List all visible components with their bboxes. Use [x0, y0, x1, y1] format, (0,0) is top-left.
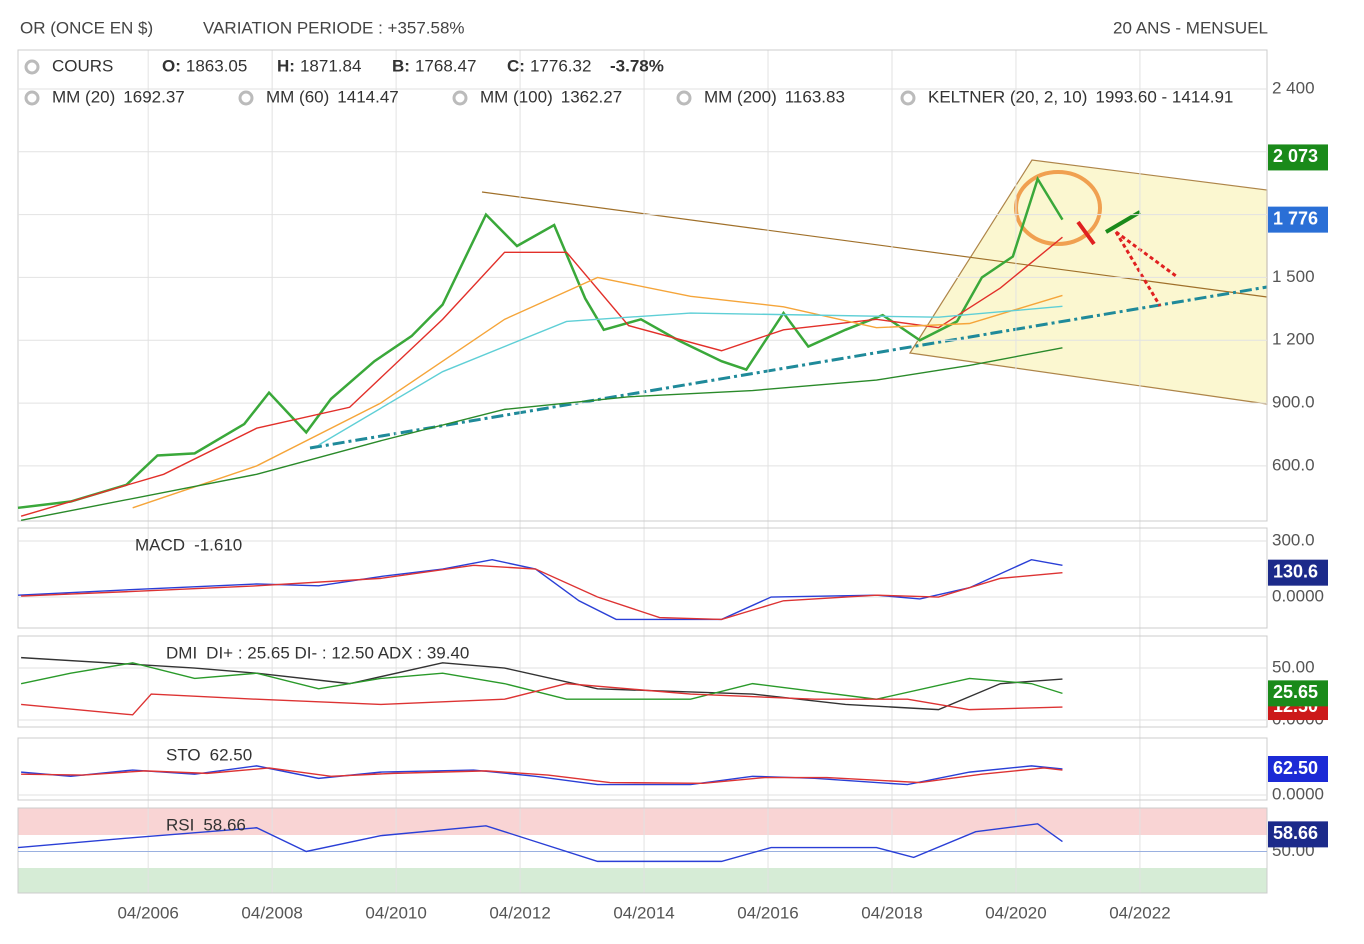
legend-icon [900, 90, 916, 106]
legend-value: 1362.27 [561, 87, 622, 106]
x-tick-label: 04/2008 [241, 903, 302, 922]
panel-border [17, 737, 1268, 801]
x-tick-label: 04/2020 [985, 903, 1046, 922]
legend-icon [24, 90, 40, 106]
legend-name: MM (100) [480, 87, 553, 106]
x-tick-label: 04/2016 [737, 903, 798, 922]
y-tick-label: 600.0 [1272, 455, 1315, 474]
ohlc-value: 1776.32 [530, 56, 591, 75]
x-tick-label: 04/2022 [1109, 903, 1170, 922]
x-tick-label: 04/2006 [117, 903, 178, 922]
value-box-label: 25.65 [1273, 682, 1318, 702]
legend-value: 1692.37 [123, 87, 184, 106]
y-tick-label: 50.00 [1272, 658, 1315, 677]
panel-title: DMI [166, 643, 197, 662]
value-box-label: 62.50 [1273, 758, 1318, 778]
series-line [21, 767, 1063, 785]
x-tick-label: 04/2018 [861, 903, 922, 922]
value-box [1268, 206, 1328, 233]
series-line [318, 305, 1063, 446]
y-tick-label: 300.0 [1272, 531, 1315, 550]
arrow [1076, 220, 1096, 246]
series-line [21, 682, 1063, 716]
series-line [132, 276, 1063, 509]
x-tick-label: 04/2010 [365, 903, 426, 922]
panel-title: MACD [135, 535, 185, 554]
panel-value: 62.50 [210, 745, 253, 764]
y-tick-label: 0.0000 [1272, 784, 1324, 803]
series-line [20, 662, 1063, 700]
panel-value: 58.66 [203, 815, 246, 834]
instrument: OR (ONCE EN $) [20, 18, 153, 37]
legend-label: COURS [52, 56, 113, 75]
arrow [1114, 231, 1162, 307]
panel-border [17, 635, 1268, 728]
trend-line [481, 191, 1268, 298]
legend-icon [24, 59, 40, 75]
value-box [1268, 756, 1328, 782]
value-box-label: 1 776 [1273, 208, 1318, 228]
legend-name: MM (60) [266, 87, 329, 106]
value-box [1268, 680, 1328, 707]
panel-value: -1.610 [194, 535, 242, 554]
x-tick-label: 04/2014 [613, 903, 674, 922]
variation: VARIATION PERIODE : +357.58% [203, 18, 465, 37]
series-line [21, 656, 1063, 711]
series-line [17, 823, 1063, 863]
series-line [20, 236, 1063, 517]
ohlc-label: H: [277, 56, 295, 75]
value-box-label: 58.66 [1273, 823, 1318, 843]
ohlc-label: B: [392, 56, 410, 75]
legend-value: 1993.60 - 1414.91 [1095, 87, 1233, 106]
ohlc-value: 1871.84 [300, 56, 361, 75]
change: -3.78% [610, 56, 664, 75]
panel-border [17, 807, 1268, 894]
series-line [17, 176, 1064, 510]
series-line [17, 558, 1063, 621]
legend-name: MM (200) [704, 87, 777, 106]
series-line [21, 564, 1063, 621]
series-line [21, 765, 1063, 786]
value-box [1268, 559, 1328, 586]
y-tick-label: 1 500 [1272, 267, 1315, 286]
y-tick-label: 2 400 [1272, 78, 1315, 97]
legend-icon [452, 90, 468, 106]
series-line [20, 347, 1063, 522]
panel-title: RSI [166, 815, 194, 834]
ohlc-label: C: [507, 56, 525, 75]
legend-name: MM (20) [52, 87, 115, 106]
ohlc-value: 1863.05 [186, 56, 247, 75]
legend-value: 1163.83 [785, 87, 845, 106]
legend-icon [676, 90, 692, 106]
arrow [1115, 230, 1177, 278]
oversold-zone [18, 868, 1267, 893]
panel-title: STO [166, 745, 201, 764]
panel-value: DI+ : 25.65 DI- : 12.50 ADX : 39.40 [206, 643, 469, 662]
value-box [1268, 144, 1328, 171]
period: 20 ANS - MENSUEL [1113, 18, 1268, 37]
y-tick-label: 1 200 [1272, 330, 1315, 349]
ohlc-label: O: [162, 56, 181, 75]
legend-value: 1414.47 [337, 87, 398, 106]
value-box-label: 130.6 [1273, 561, 1318, 581]
y-tick-label: 900.0 [1272, 393, 1315, 412]
value-box [1268, 821, 1328, 848]
legend-name: KELTNER (20, 2, 10) [928, 87, 1087, 106]
y-tick-label: 0.0000 [1272, 587, 1324, 606]
support-line [309, 285, 1268, 450]
legend-icon [238, 90, 254, 106]
ohlc-value: 1768.47 [415, 56, 476, 75]
panel-border [17, 49, 1268, 522]
pitchfork [908, 159, 1268, 405]
x-tick-label: 04/2012 [489, 903, 550, 922]
arrow [1104, 210, 1142, 234]
value-box-label: 2 073 [1273, 146, 1318, 166]
panel-border [17, 527, 1268, 629]
